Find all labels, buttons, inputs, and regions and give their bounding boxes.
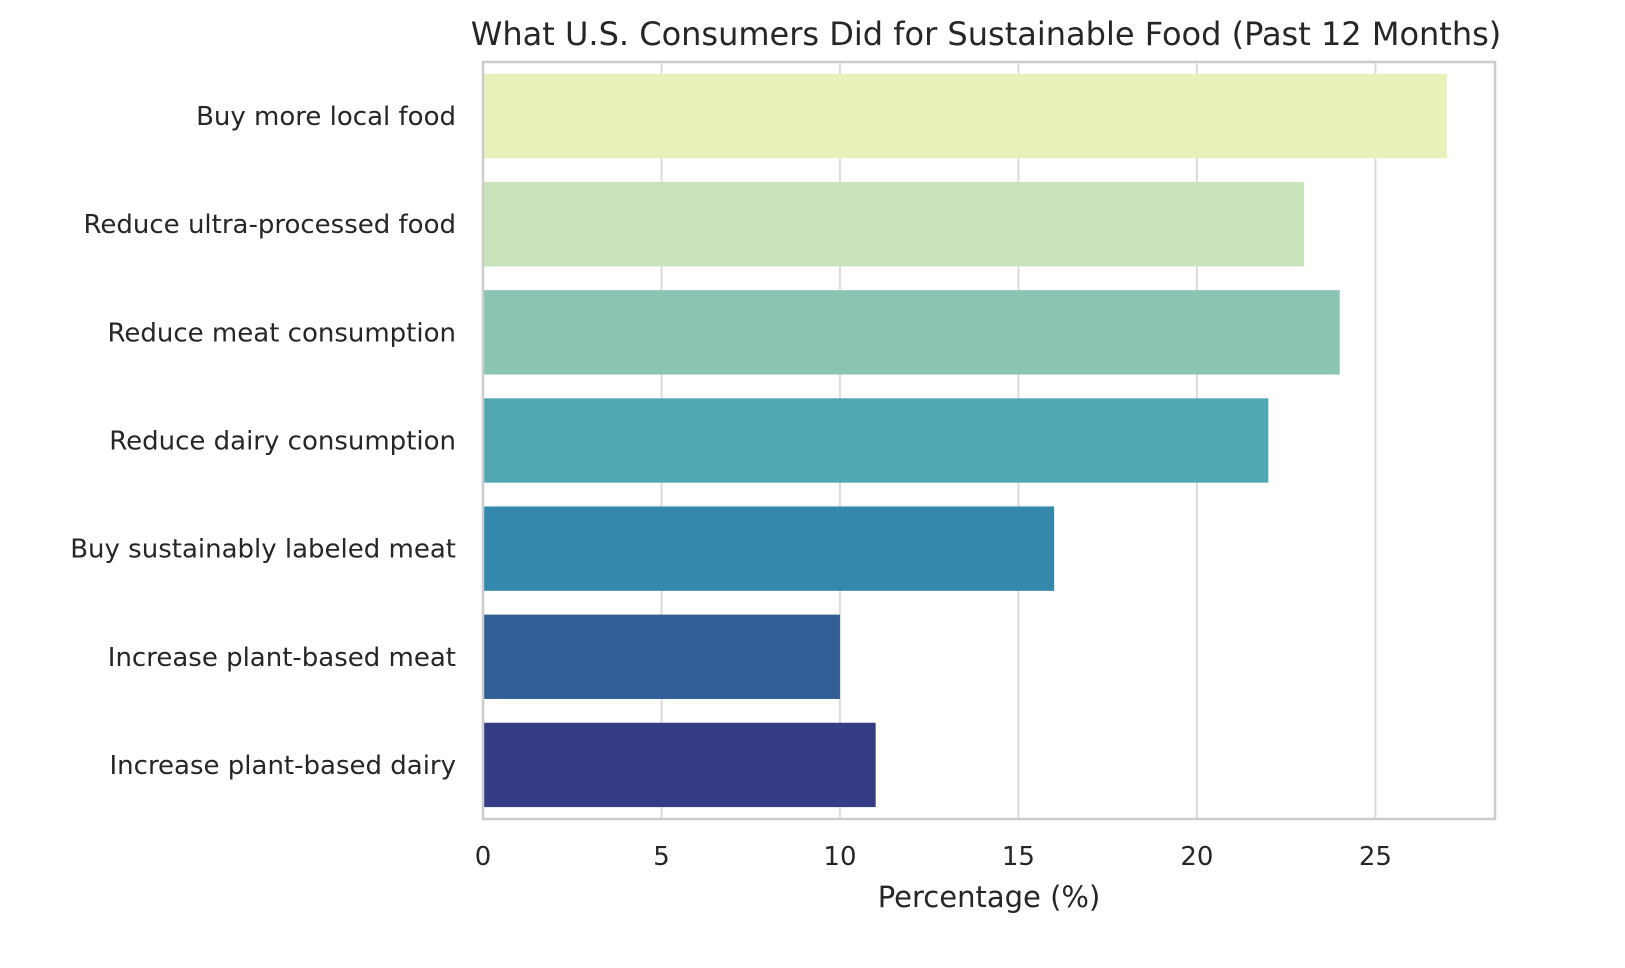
bar — [484, 722, 876, 808]
x-tick-label: 20 — [1180, 842, 1213, 872]
x-tick-label: 15 — [1002, 842, 1035, 872]
bar — [484, 614, 840, 699]
y-tick-label: Reduce dairy consumption — [109, 427, 456, 457]
y-tick-label: Increase plant-based dairy — [110, 751, 457, 781]
x-tick-label: 0 — [475, 842, 492, 872]
y-tick-label: Buy sustainably labeled meat — [70, 535, 456, 565]
y-axis-ticks: Buy more local food Reduce ultra-processe… — [70, 102, 456, 781]
y-tick-label: Buy more local food — [196, 102, 456, 132]
x-tick-label: 25 — [1359, 842, 1392, 872]
x-tick-label: 5 — [653, 842, 670, 872]
y-tick-label: Reduce ultra-processed food — [84, 210, 456, 240]
y-tick-label: Reduce meat consumption — [108, 318, 457, 348]
chart-title: What U.S. Consumers Did for Sustainable … — [471, 15, 1502, 53]
bar — [484, 182, 1305, 267]
bars — [484, 73, 1447, 808]
y-tick-label: Increase plant-based meat — [108, 643, 456, 673]
plot-frame — [481, 60, 1497, 821]
bar — [484, 73, 1447, 159]
x-tick-label: 10 — [823, 842, 856, 872]
bar — [484, 506, 1055, 591]
x-axis-label: Percentage (%) — [878, 880, 1101, 914]
x-axis-ticks: 0 5 10 15 20 25 — [475, 842, 1392, 872]
bar — [484, 398, 1269, 483]
bar — [484, 290, 1340, 375]
